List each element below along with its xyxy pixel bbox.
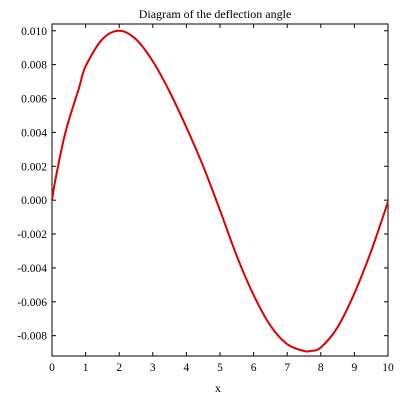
y-tick-label-3: -0.002 bbox=[17, 229, 47, 241]
x-tick-label-8: 8 bbox=[318, 362, 324, 374]
x-tick-label-4: 4 bbox=[184, 362, 190, 374]
plot-frame bbox=[51, 23, 389, 357]
chart-title: Diagram of the deflection angle bbox=[139, 7, 292, 21]
y-tick-label-2: -0.004 bbox=[17, 263, 47, 275]
x-tick-label-10: 10 bbox=[382, 362, 394, 374]
y-tick-label-5: 0.002 bbox=[21, 161, 47, 173]
x-tick-label-5: 5 bbox=[217, 362, 223, 374]
y-tick-label-4: 0.000 bbox=[21, 195, 47, 207]
x-tick-label-7: 7 bbox=[284, 362, 290, 374]
x-tick-label-2: 2 bbox=[116, 362, 122, 374]
y-tick-label-9: 0.010 bbox=[21, 26, 47, 38]
y-tick-label-0: -0.008 bbox=[17, 331, 47, 343]
x-axis-label: x bbox=[215, 381, 221, 395]
y-tick-label-6: 0.004 bbox=[21, 127, 47, 139]
y-tick-label-7: 0.006 bbox=[21, 94, 47, 106]
x-tick-label-9: 9 bbox=[352, 362, 358, 374]
plot-area: 0 1 2 3 4 5 6 7 8 9 10 -0.008 -0.006 -0.004 -0.002 0.00… bbox=[17, 23, 394, 374]
x-tick-label-6: 6 bbox=[251, 362, 257, 374]
series-line-0 bbox=[51, 29, 389, 353]
y-tick-label-1: -0.006 bbox=[17, 297, 47, 309]
x-tick-label-1: 1 bbox=[83, 362, 89, 374]
x-tick-label-3: 3 bbox=[150, 362, 156, 374]
y-tick-label-8: 0.008 bbox=[21, 60, 47, 72]
x-tick-label-0: 0 bbox=[49, 362, 55, 374]
